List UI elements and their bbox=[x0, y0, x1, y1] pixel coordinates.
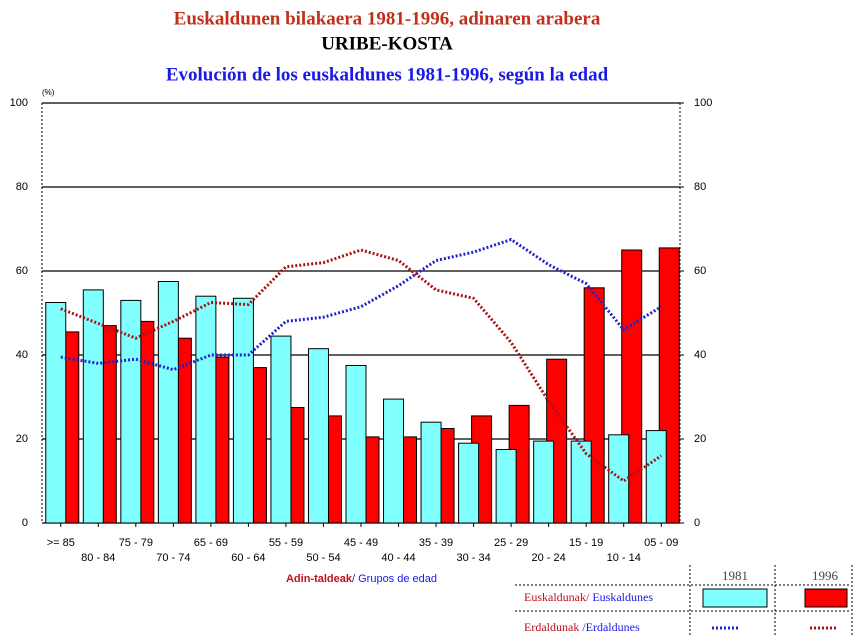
x-tick-label: 65 - 69 bbox=[194, 537, 228, 549]
legend-swatch bbox=[804, 588, 848, 608]
legend-swatch bbox=[702, 588, 768, 608]
y2-tick-label: 0 bbox=[694, 517, 700, 529]
bar bbox=[645, 430, 667, 524]
x-tick-label: 55 - 59 bbox=[269, 537, 303, 549]
y-tick-label: 60 bbox=[16, 265, 28, 277]
x-tick-label: 20 - 24 bbox=[532, 552, 566, 564]
y-tick-label: 40 bbox=[16, 349, 28, 361]
bar bbox=[345, 365, 367, 524]
bar bbox=[495, 449, 517, 524]
x-tick-label: 45 - 49 bbox=[344, 537, 378, 549]
y2-tick-label: 60 bbox=[694, 265, 706, 277]
x-tick-label: 50 - 54 bbox=[306, 552, 340, 564]
bar bbox=[195, 295, 217, 524]
y2-tick-label: 100 bbox=[694, 97, 712, 109]
legend-label-es: /Erdaldunes bbox=[582, 620, 640, 634]
bar bbox=[232, 297, 254, 524]
chart-title: Euskaldunen bilakaera 1981-1996, adinare… bbox=[174, 8, 601, 29]
legend-year: 1996 bbox=[812, 568, 839, 583]
x-tick-label: 60 - 64 bbox=[231, 552, 265, 564]
bar bbox=[270, 335, 292, 524]
bar bbox=[608, 434, 630, 524]
legend-label: Euskaldunak/ Euskaldunes bbox=[524, 590, 653, 604]
x-tick-label: 80 - 84 bbox=[81, 552, 115, 564]
legend-label-es: Euskaldunes bbox=[589, 590, 653, 604]
line bbox=[60, 237, 663, 372]
x-tick-label: 70 - 74 bbox=[156, 552, 190, 564]
x-label-eu: Adin-taldeak bbox=[286, 573, 353, 585]
y2-tick-label: 80 bbox=[694, 181, 706, 193]
x-tick-label: 35 - 39 bbox=[419, 537, 453, 549]
x-tick-label: 10 - 14 bbox=[607, 552, 641, 564]
chart-title-es: Evolución de los euskaldunes 1981-1996, … bbox=[166, 64, 609, 85]
x-tick-label: 15 - 19 bbox=[569, 537, 603, 549]
y2-tick-label: 40 bbox=[694, 349, 706, 361]
x-tick-label: 25 - 29 bbox=[494, 537, 528, 549]
legend bbox=[515, 565, 853, 637]
bar bbox=[157, 281, 179, 524]
x-tick-label: 05 - 09 bbox=[644, 537, 678, 549]
bar bbox=[420, 421, 442, 524]
bar bbox=[533, 440, 555, 524]
unit-label: (%) bbox=[42, 88, 55, 97]
legend-label-eu: Euskaldunak/ bbox=[524, 590, 590, 604]
y-tick-label: 0 bbox=[22, 517, 28, 529]
legend-label-eu: Erdaldunak bbox=[524, 620, 582, 634]
y-tick-label: 100 bbox=[10, 97, 28, 109]
x-tick-label: 30 - 34 bbox=[456, 552, 490, 564]
bar bbox=[45, 302, 67, 524]
legend-label: Erdaldunak /Erdaldunes bbox=[524, 620, 640, 634]
bar bbox=[570, 440, 592, 524]
y2-tick-label: 20 bbox=[694, 433, 706, 445]
y-tick-label: 20 bbox=[16, 433, 28, 445]
x-tick-label: 40 - 44 bbox=[381, 552, 415, 564]
y-tick-label: 80 bbox=[16, 181, 28, 193]
bar bbox=[82, 289, 104, 524]
x-label-es: / Grupos de edad bbox=[352, 573, 437, 585]
x-tick-label: 75 - 79 bbox=[119, 537, 153, 549]
bar bbox=[458, 442, 480, 524]
chart-subtitle: URIBE-KOSTA bbox=[321, 33, 453, 54]
bar bbox=[383, 398, 405, 524]
line bbox=[60, 248, 663, 483]
bar bbox=[307, 348, 329, 524]
x-tick-label: >= 85 bbox=[47, 537, 75, 549]
legend-year: 1981 bbox=[722, 568, 748, 583]
bar bbox=[120, 299, 142, 524]
